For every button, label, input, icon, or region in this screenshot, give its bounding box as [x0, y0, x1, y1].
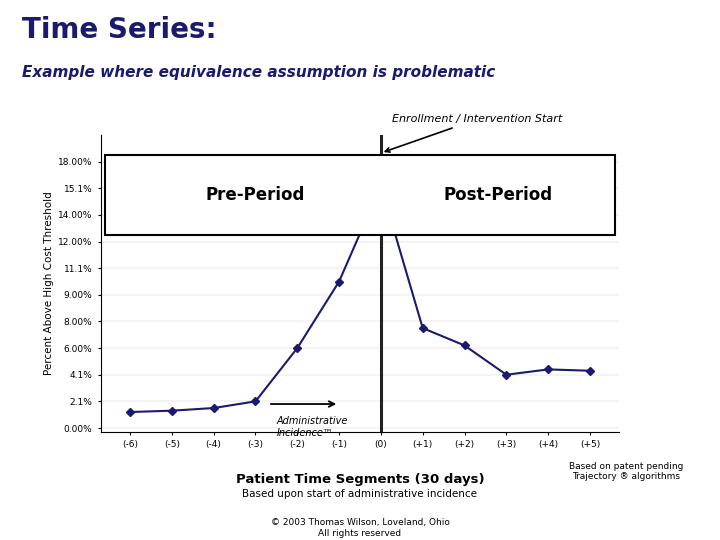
Text: Pre-Period: Pre-Period	[206, 186, 305, 204]
Text: Example where equivalence assumption is problematic: Example where equivalence assumption is …	[22, 65, 495, 80]
Text: Post-Period: Post-Period	[444, 186, 552, 204]
Text: Time Series:: Time Series:	[22, 16, 216, 44]
Text: © 2003 Thomas Wilson, Loveland, Ohio
All rights reserved: © 2003 Thomas Wilson, Loveland, Ohio All…	[271, 518, 449, 538]
Bar	[105, 155, 615, 235]
Text: Based upon start of administrative incidence: Based upon start of administrative incid…	[243, 489, 477, 499]
Text: Enrollment / Intervention Start: Enrollment / Intervention Start	[385, 114, 562, 152]
Text: Based on patent pending
Trajectory ® algorithms: Based on patent pending Trajectory ® alg…	[570, 462, 683, 481]
Y-axis label: Percent Above High Cost Threshold: Percent Above High Cost Threshold	[44, 192, 54, 375]
Text: Patient Time Segments (30 days): Patient Time Segments (30 days)	[235, 472, 485, 485]
Text: Administrative
Incidence™: Administrative Incidence™	[276, 416, 348, 437]
